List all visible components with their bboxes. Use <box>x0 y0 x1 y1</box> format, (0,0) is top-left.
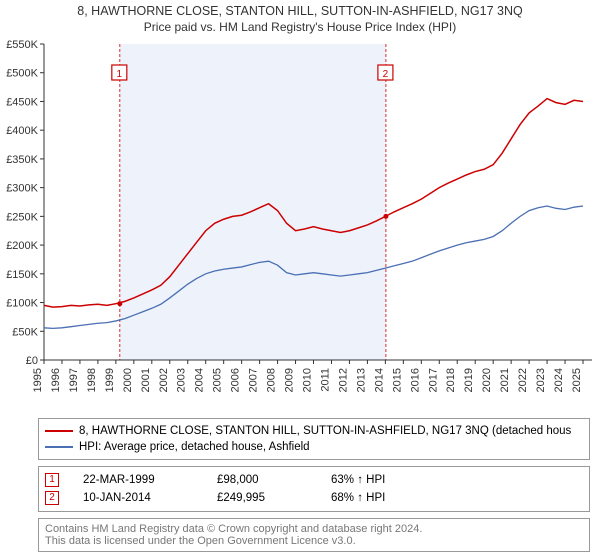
chart-subtitle: Price paid vs. HM Land Registry's House … <box>0 20 600 34</box>
legend-swatch <box>45 446 73 448</box>
svg-text:2019: 2019 <box>463 368 475 392</box>
sale-ratio: 68% ↑ HPI <box>331 489 385 507</box>
svg-text:2003: 2003 <box>176 368 188 392</box>
svg-text:2010: 2010 <box>302 368 314 392</box>
svg-text:1996: 1996 <box>50 368 62 392</box>
svg-text:£350K: £350K <box>6 154 38 166</box>
svg-text:2013: 2013 <box>355 368 367 392</box>
svg-text:1997: 1997 <box>68 368 80 392</box>
svg-text:2024: 2024 <box>553 368 565 392</box>
attribution-line: This data is licensed under the Open Gov… <box>45 535 583 547</box>
sale-ratio: 63% ↑ HPI <box>331 471 385 489</box>
svg-text:2020: 2020 <box>481 368 493 392</box>
svg-text:1995: 1995 <box>32 368 44 392</box>
svg-text:£500K: £500K <box>6 68 38 80</box>
sale-date: 10-JAN-2014 <box>83 489 193 507</box>
svg-text:2: 2 <box>383 69 389 80</box>
svg-text:£450K: £450K <box>6 96 38 108</box>
svg-text:£150K: £150K <box>6 269 38 281</box>
legend-label: 8, HAWTHORNE CLOSE, STANTON HILL, SUTTON… <box>79 423 571 439</box>
svg-text:2002: 2002 <box>158 368 170 392</box>
legend-row: 8, HAWTHORNE CLOSE, STANTON HILL, SUTTON… <box>45 423 583 439</box>
svg-text:2009: 2009 <box>284 368 296 392</box>
sales-row: 2 10-JAN-2014 £249,995 68% ↑ HPI <box>45 489 583 507</box>
svg-text:2004: 2004 <box>194 368 206 392</box>
legend-swatch <box>45 430 73 432</box>
svg-text:2008: 2008 <box>266 368 278 392</box>
svg-text:2012: 2012 <box>337 368 349 392</box>
svg-text:2014: 2014 <box>373 368 385 392</box>
svg-text:£50K: £50K <box>12 326 38 338</box>
legend-row: HPI: Average price, detached house, Ashf… <box>45 439 583 455</box>
svg-text:2021: 2021 <box>499 368 511 392</box>
svg-text:2022: 2022 <box>517 368 529 392</box>
legend-label: HPI: Average price, detached house, Ashf… <box>79 439 310 455</box>
sales-table: 1 22-MAR-1999 £98,000 63% ↑ HPI 2 10-JAN… <box>38 466 590 512</box>
sale-marker-icon: 1 <box>45 473 59 487</box>
svg-text:2018: 2018 <box>445 368 457 392</box>
sales-row: 1 22-MAR-1999 £98,000 63% ↑ HPI <box>45 471 583 489</box>
chart-title: 8, HAWTHORNE CLOSE, STANTON HILL, SUTTON… <box>0 4 600 18</box>
svg-text:£550K: £550K <box>6 39 38 51</box>
svg-text:2001: 2001 <box>140 368 152 392</box>
svg-text:1: 1 <box>117 69 123 80</box>
sale-date: 22-MAR-1999 <box>83 471 193 489</box>
sale-price: £98,000 <box>217 471 307 489</box>
chart-area: £0 £50K £100K £150K £200K £250K £300K £350K £400… <box>0 34 600 414</box>
svg-text:2023: 2023 <box>535 368 547 392</box>
svg-text:£200K: £200K <box>6 240 38 252</box>
svg-text:2016: 2016 <box>409 368 421 392</box>
svg-text:£0: £0 <box>26 355 38 367</box>
svg-text:2005: 2005 <box>212 368 224 392</box>
svg-text:£250K: £250K <box>6 211 38 223</box>
attribution-line: Contains HM Land Registry data © Crown c… <box>45 523 583 535</box>
sale-marker-icon: 2 <box>45 491 59 505</box>
svg-text:2011: 2011 <box>319 368 331 392</box>
svg-text:2015: 2015 <box>391 368 403 392</box>
svg-text:2006: 2006 <box>230 368 242 392</box>
svg-text:2017: 2017 <box>427 368 439 392</box>
legend: 8, HAWTHORNE CLOSE, STANTON HILL, SUTTON… <box>38 418 590 460</box>
svg-text:2025: 2025 <box>571 368 583 392</box>
svg-text:£300K: £300K <box>6 183 38 195</box>
svg-text:1998: 1998 <box>86 368 98 392</box>
svg-text:1999: 1999 <box>104 368 116 392</box>
svg-text:2007: 2007 <box>248 368 260 392</box>
line-chart: £0 £50K £100K £150K £200K £250K £300K £350K £400… <box>0 34 600 414</box>
svg-text:£100K: £100K <box>6 298 38 310</box>
sale-price: £249,995 <box>217 489 307 507</box>
svg-text:2000: 2000 <box>122 368 134 392</box>
svg-text:£400K: £400K <box>6 125 38 137</box>
attribution: Contains HM Land Registry data © Crown c… <box>38 518 590 552</box>
